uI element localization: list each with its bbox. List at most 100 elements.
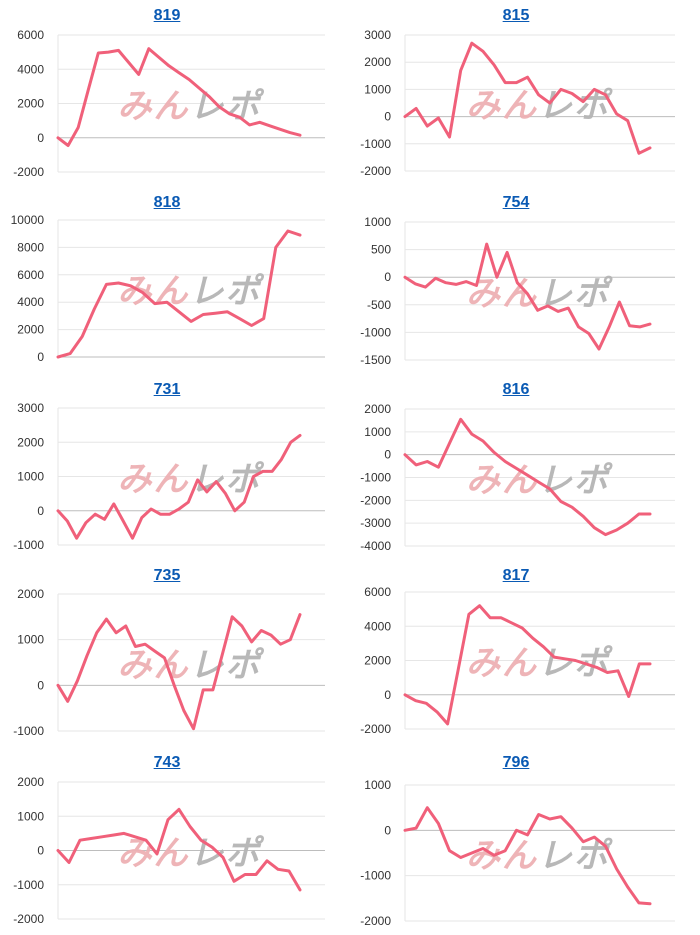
y-tick-label: 6000 [17, 28, 44, 42]
chart-title-link[interactable]: 816 [502, 381, 530, 398]
y-tick-label: 2000 [17, 587, 44, 601]
y-tick-label: -2000 [360, 164, 391, 178]
y-tick-label: -1500 [360, 353, 391, 367]
y-tick-label: 6000 [364, 585, 391, 599]
watermark-logo: みんレポ [118, 647, 265, 685]
line-chart: 10000 8000 6000 4000 2000 0 みんレポ [11, 213, 325, 364]
series-line [403, 242, 652, 351]
chart-title: 819 [17, 5, 317, 27]
y-tick-label: 4000 [17, 62, 44, 76]
watermark-logo: みんレポ [118, 88, 265, 126]
watermark-logo: みんレポ [118, 835, 265, 873]
series-line [403, 604, 652, 726]
y-tick-label: -1000 [360, 325, 391, 339]
chart-title: 754 [366, 192, 666, 214]
chart-title-link[interactable]: 754 [502, 194, 530, 211]
y-tick-label: 1000 [17, 470, 44, 484]
y-tick-label: 1000 [364, 215, 391, 229]
series-line [56, 47, 302, 147]
watermark-logo: みんレポ [466, 645, 613, 683]
watermark-logo: みんレポ [118, 273, 265, 311]
line-chart: 2000 1000 0 -1000 -2000 みんレポ [13, 775, 325, 926]
y-tick-label: -500 [367, 298, 391, 312]
chart-panel: 735 2000 1000 0 -1000 みんレポ [0, 565, 350, 745]
watermark-logo: みんレポ [466, 275, 613, 313]
y-tick-label: 4000 [364, 619, 391, 633]
chart-panel: 796 1000 0 -1000 -2000 みんレポ [350, 752, 700, 932]
line-chart: 1000 500 0 -500 -1000 -1500 みんレポ [360, 215, 675, 367]
series-line [56, 613, 302, 731]
y-tick-label: -4000 [360, 539, 391, 553]
y-tick-label: 500 [371, 243, 391, 257]
y-tick-label: -2000 [13, 912, 44, 926]
chart-title-link[interactable]: 815 [502, 7, 530, 24]
y-tick-label: 1000 [17, 809, 44, 823]
y-tick-label: 0 [37, 350, 44, 364]
y-tick-label: 3000 [17, 401, 44, 415]
line-chart: 6000 4000 2000 0 -2000 みんレポ [13, 28, 325, 179]
y-tick-label: 0 [384, 688, 391, 702]
line-chart: 3000 2000 1000 0 -1000 みんレポ [13, 401, 325, 552]
chart-title: 731 [17, 379, 317, 401]
watermark-logo: みんレポ [466, 87, 613, 125]
y-tick-label: 2000 [17, 97, 44, 111]
chart-title: 796 [366, 752, 666, 774]
y-tick-label: 2000 [364, 402, 391, 416]
y-tick-label: 1000 [364, 82, 391, 96]
chart-title-link[interactable]: 743 [153, 754, 181, 771]
y-tick-label: 1000 [364, 778, 391, 792]
y-tick-label: -1000 [13, 724, 44, 738]
y-tick-label: 2000 [17, 435, 44, 449]
chart-title: 735 [17, 565, 317, 587]
watermark-logo: みんレポ [466, 837, 613, 875]
y-tick-label: -2000 [360, 493, 391, 507]
y-tick-label: 2000 [17, 775, 44, 789]
y-tick-label: 10000 [11, 213, 45, 227]
watermark-logo: みんレポ [118, 461, 265, 499]
y-tick-label: 4000 [17, 295, 44, 309]
y-tick-label: 0 [384, 110, 391, 124]
line-chart: 3000 2000 1000 0 -1000 -2000 みんレポ [360, 28, 675, 178]
chart-title: 815 [366, 5, 666, 27]
chart-title: 818 [17, 192, 317, 214]
y-tick-label: 3000 [364, 28, 391, 42]
chart-panel: 754 1000 500 0 -500 -1000 -1500 みんレポ [350, 192, 700, 372]
chart-panel: 731 3000 2000 1000 0 -1000 みんレポ [0, 379, 350, 559]
chart-title-link[interactable]: 819 [153, 7, 181, 24]
y-tick-label: 0 [384, 270, 391, 284]
series-line [403, 417, 652, 537]
y-tick-label: -2000 [360, 722, 391, 736]
chart-title-link[interactable]: 731 [153, 381, 181, 398]
line-chart: 1000 0 -1000 -2000 みんレポ [360, 778, 675, 928]
line-chart: 2000 1000 0 -1000 みんレポ [13, 587, 325, 738]
series-line [56, 807, 302, 892]
chart-title: 817 [366, 565, 666, 587]
chart-panel: 816 2000 1000 0 -1000 -2000 -3000 -4000 みんレポ [350, 379, 700, 559]
y-tick-label: -1000 [13, 538, 44, 552]
chart-title: 743 [17, 752, 317, 774]
line-chart: 6000 4000 2000 0 -2000 みんレポ [360, 585, 675, 736]
y-tick-label: 6000 [17, 268, 44, 282]
y-tick-label: -1000 [360, 137, 391, 151]
chart-title-link[interactable]: 796 [502, 754, 530, 771]
chart-panel: 743 2000 1000 0 -1000 -2000 みんレポ [0, 752, 350, 932]
y-tick-label: 2000 [364, 654, 391, 668]
y-tick-label: 0 [384, 823, 391, 837]
y-tick-label: 0 [384, 448, 391, 462]
y-tick-label: -1000 [360, 471, 391, 485]
chart-panel: 818 10000 8000 6000 4000 2000 0 みんレポ [0, 192, 350, 372]
y-tick-label: 1000 [17, 633, 44, 647]
chart-title-link[interactable]: 735 [153, 567, 181, 584]
y-tick-label: -1000 [13, 878, 44, 892]
series-line [403, 41, 652, 155]
y-tick-label: 1000 [364, 425, 391, 439]
y-tick-label: 2000 [364, 55, 391, 69]
chart-title-link[interactable]: 818 [153, 194, 181, 211]
y-tick-label: -2000 [13, 165, 44, 179]
y-tick-label: -2000 [360, 914, 391, 928]
chart-panel: 815 3000 2000 1000 0 -1000 -2000 みんレポ [350, 5, 700, 185]
line-chart: 2000 1000 0 -1000 -2000 -3000 -4000 みんレポ [360, 402, 675, 553]
chart-title-link[interactable]: 817 [502, 567, 530, 584]
series-line [403, 806, 652, 906]
chart-panel: 817 6000 4000 2000 0 -2000 みんレポ [350, 565, 700, 745]
